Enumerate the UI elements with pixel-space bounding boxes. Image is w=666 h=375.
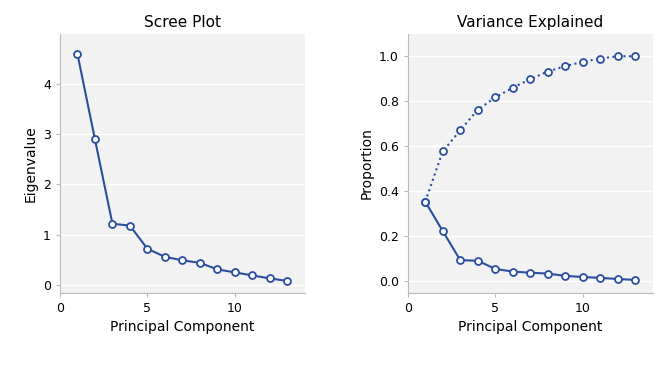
Proportion [631, 278, 639, 282]
Proportion [474, 258, 482, 263]
Proportion [526, 270, 534, 275]
Proportion [422, 200, 430, 204]
Cumulative [631, 54, 639, 58]
X-axis label: Principal Component: Principal Component [110, 320, 254, 334]
Proportion [456, 258, 464, 262]
Proportion [579, 275, 587, 279]
Proportion [543, 272, 551, 276]
Cumulative [561, 64, 569, 68]
Cumulative [543, 69, 551, 74]
Cumulative [526, 77, 534, 81]
Proportion [561, 274, 569, 278]
Title: Scree Plot: Scree Plot [144, 15, 221, 30]
Cumulative [474, 108, 482, 112]
Y-axis label: Eigenvalue: Eigenvalue [23, 125, 37, 201]
Proportion [596, 276, 604, 280]
Proportion [509, 269, 517, 274]
Line: Cumulative: Cumulative [422, 53, 639, 205]
Cumulative [456, 128, 464, 132]
Cumulative [596, 56, 604, 61]
Cumulative [492, 95, 500, 100]
Cumulative [579, 60, 587, 64]
X-axis label: Principal Component: Principal Component [458, 320, 603, 334]
Cumulative [422, 200, 430, 204]
Cumulative [439, 149, 447, 154]
Title: Variance Explained: Variance Explained [457, 15, 603, 30]
Proportion [613, 277, 621, 281]
Proportion [492, 267, 500, 271]
Cumulative [509, 86, 517, 90]
Proportion [439, 229, 447, 233]
Y-axis label: Proportion: Proportion [359, 127, 373, 199]
Cumulative [613, 54, 621, 58]
Line: Proportion: Proportion [422, 198, 639, 284]
